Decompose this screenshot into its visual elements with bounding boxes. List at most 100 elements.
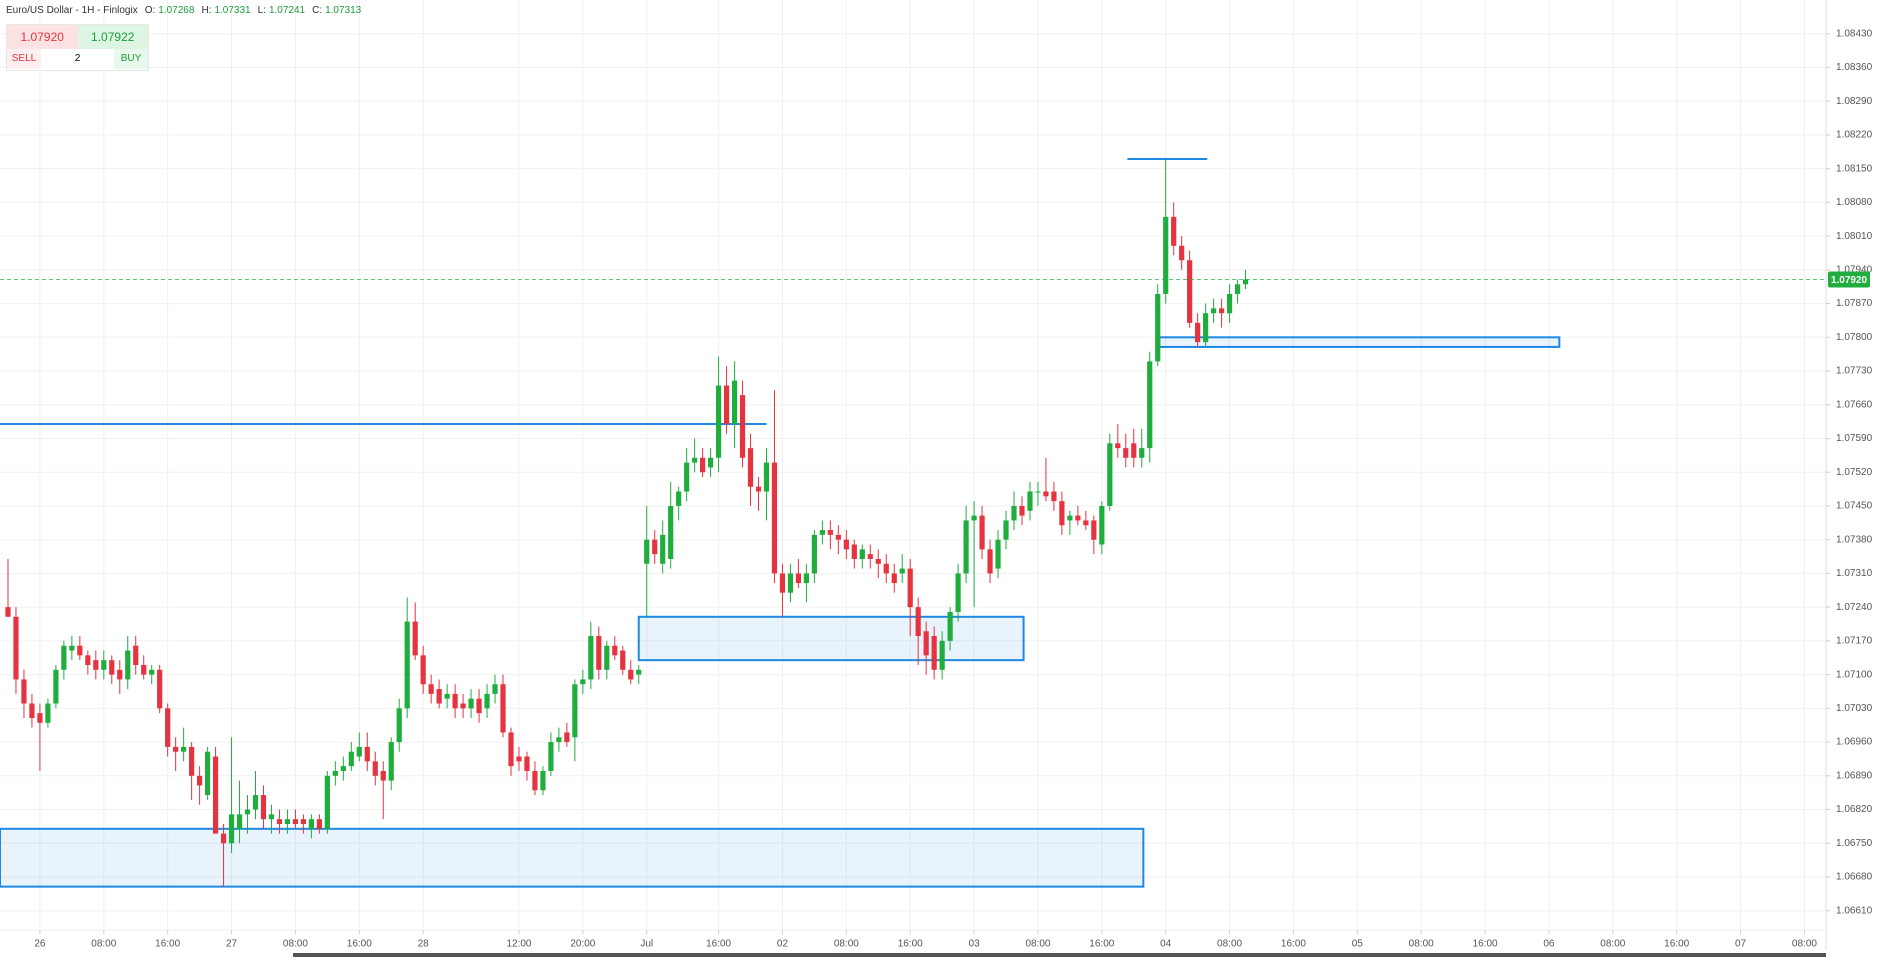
candle-body <box>692 457 698 463</box>
candle-body <box>420 655 426 685</box>
x-tick-label: 16:00 <box>1089 939 1114 950</box>
x-tick-label: 26 <box>34 939 46 950</box>
x-tick-label: 12:00 <box>506 939 531 950</box>
y-tick-label: 1.07030 <box>1836 703 1873 714</box>
y-tick-label: 1.06610 <box>1836 905 1873 916</box>
x-tick-label: 08:00 <box>1792 939 1817 950</box>
y-tick-label: 1.07520 <box>1836 467 1873 478</box>
y-tick-label: 1.07870 <box>1836 298 1873 309</box>
x-tick-label: 20:00 <box>570 939 595 950</box>
candle-body <box>324 775 330 829</box>
candle-body <box>1171 216 1177 246</box>
x-tick-label: 08:00 <box>834 939 859 950</box>
x-tick-label: 03 <box>969 939 981 950</box>
x-tick-label: 05 <box>1352 939 1364 950</box>
y-tick-label: 1.07380 <box>1836 534 1873 545</box>
sell-price[interactable]: 1.07920 <box>7 25 78 49</box>
candle-body <box>1139 448 1145 458</box>
x-tick-label: 08:00 <box>283 939 308 950</box>
candle-body <box>891 573 897 584</box>
buy-button[interactable]: BUY <box>114 49 148 69</box>
y-tick-label: 1.07660 <box>1836 399 1873 410</box>
candle-body <box>907 568 913 608</box>
ohlc-label: L: <box>257 5 266 16</box>
candle-body <box>1203 313 1209 343</box>
ohlc-value: 1.07313 <box>325 5 362 16</box>
candle-body <box>189 746 195 776</box>
y-tick-label: 1.08010 <box>1836 231 1873 242</box>
candle-body <box>771 462 778 574</box>
candle-body <box>69 645 75 651</box>
y-tick-label: 1.07100 <box>1836 669 1873 680</box>
candle-body <box>157 669 163 709</box>
candle-body <box>995 539 1001 569</box>
candle-body <box>252 795 259 810</box>
candle-body <box>867 554 873 559</box>
candle-body <box>125 650 131 680</box>
candle-body <box>101 660 107 670</box>
quantity-input[interactable]: 2 <box>74 53 81 64</box>
candle-body <box>149 669 155 675</box>
candle-body <box>348 751 354 767</box>
candle-body <box>939 640 945 670</box>
y-tick-label: 1.07590 <box>1836 433 1873 444</box>
candle-body <box>987 549 993 574</box>
buy-price[interactable]: 1.07922 <box>77 25 148 49</box>
candle-body <box>260 795 267 820</box>
ohlc-value: 1.07331 <box>214 5 251 16</box>
candle-body <box>117 669 123 680</box>
candle-body <box>564 732 570 743</box>
candle-body <box>947 611 953 641</box>
candle-body <box>971 515 977 521</box>
y-tick-label: 1.08290 <box>1836 96 1873 107</box>
scrollbar <box>293 953 1826 957</box>
candle-body <box>220 833 227 844</box>
x-tick-label: 16:00 <box>1281 939 1306 950</box>
last-price-label: 1.07920 <box>1831 275 1868 286</box>
ohlc-item: L: 1.07241 <box>258 5 306 16</box>
candle-body <box>1123 448 1129 458</box>
y-tick-label: 1.08360 <box>1836 62 1873 73</box>
x-tick-label: 16:00 <box>347 939 372 950</box>
candle-body <box>268 814 275 820</box>
candle-body <box>811 534 817 574</box>
candle-body <box>444 693 450 699</box>
candle-body <box>556 737 562 743</box>
y-tick-label: 1.08080 <box>1836 197 1873 208</box>
candle-body <box>85 655 91 665</box>
candle-body <box>1011 505 1017 521</box>
candle-body <box>1195 322 1201 343</box>
candle-body <box>851 544 857 559</box>
candle-body <box>1035 491 1041 493</box>
symbol-title: Euro/US Dollar - 1H - Finlogix <box>6 5 138 16</box>
candle-body <box>412 621 418 656</box>
candle-body <box>1083 520 1089 526</box>
candle-body <box>380 770 386 781</box>
zone <box>1158 336 1561 348</box>
candle-body <box>1091 520 1097 540</box>
candle-body <box>596 636 602 670</box>
candle-body <box>332 770 338 776</box>
candle-body <box>1059 501 1065 526</box>
candle-body <box>276 819 283 824</box>
candle-body <box>500 684 506 733</box>
y-tick-label: 1.07730 <box>1836 366 1873 377</box>
candle-body <box>1115 443 1121 449</box>
candle-body <box>723 385 730 425</box>
candle-body <box>1147 361 1153 449</box>
x-tick-label: 16:00 <box>706 939 731 950</box>
sell-button[interactable]: SELL <box>7 49 41 69</box>
x-tick-label: 06 <box>1543 939 1555 950</box>
candle-body <box>61 645 67 670</box>
candle-body <box>731 380 738 425</box>
candle-body <box>715 385 722 458</box>
candle-body <box>1099 505 1105 545</box>
candle-body <box>1211 308 1217 314</box>
candle-body <box>428 684 434 694</box>
candle-body <box>228 814 235 844</box>
candle-body <box>356 746 362 757</box>
candle-body <box>1131 443 1137 458</box>
candle-body <box>460 703 466 709</box>
candle-body <box>45 703 51 723</box>
